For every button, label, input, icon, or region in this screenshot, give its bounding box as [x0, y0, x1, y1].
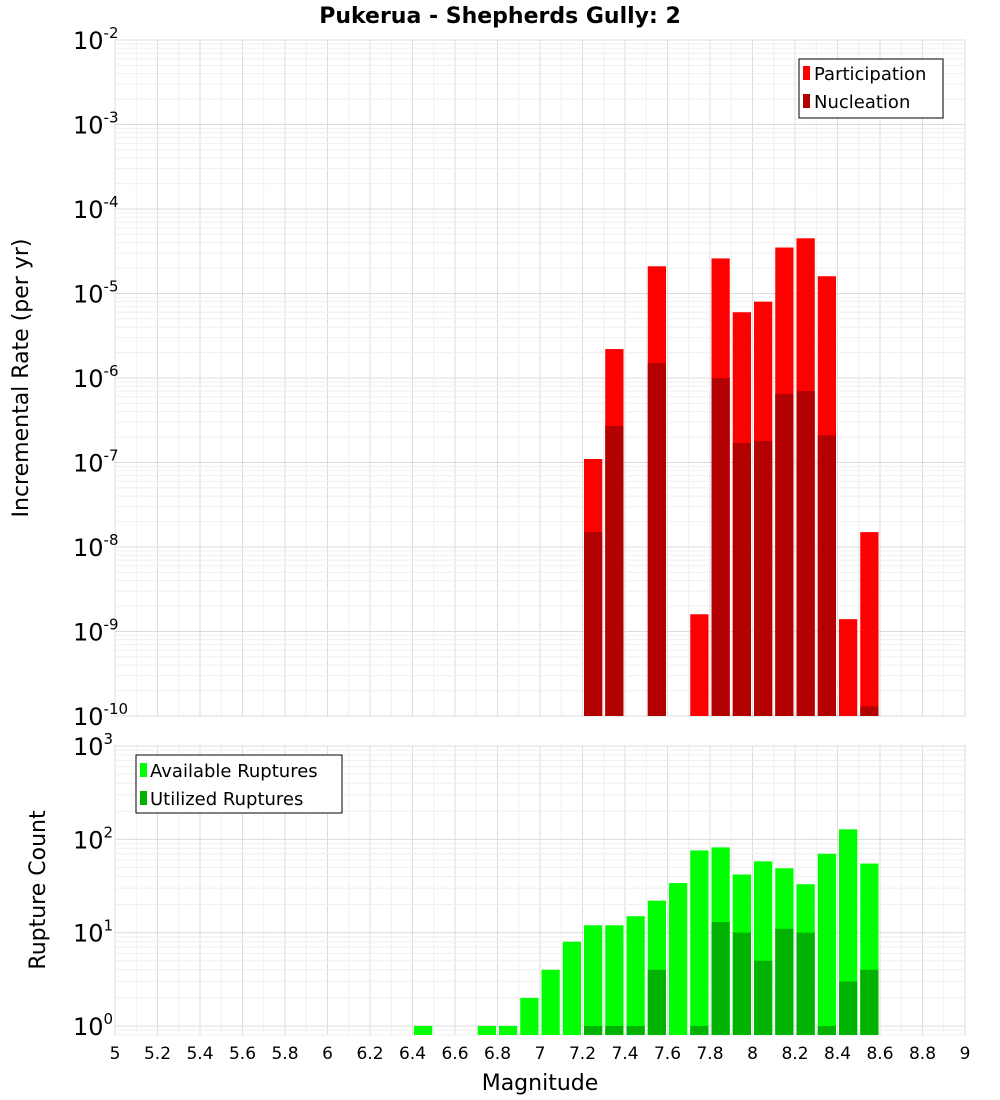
rate-1-bar [860, 706, 879, 716]
x-tick-label: 5 [110, 1044, 121, 1064]
count-1-bar [584, 1025, 603, 1035]
y-tick-label: 10-7 [73, 447, 119, 478]
bottom-legend: Available Ruptures Utilized Ruptures [135, 754, 343, 814]
x-tick-label: 9 [960, 1044, 971, 1064]
y-tick-label: 10-5 [73, 278, 119, 309]
x-tick-label: 8.8 [909, 1044, 936, 1064]
y-tick-label: 10-10 [73, 700, 128, 731]
count-0-bar [669, 883, 688, 1035]
y-tick-label: 10-9 [73, 616, 119, 647]
x-tick-label: 8.6 [866, 1044, 893, 1064]
x-tick-label: 8.4 [824, 1044, 851, 1064]
rate-0-bar [860, 532, 879, 716]
rate-1-bar [732, 443, 751, 716]
count-0-bar [541, 969, 560, 1035]
x-tick-label: 5.8 [271, 1044, 298, 1064]
count-1-bar [626, 1025, 645, 1035]
chart-title: Pukerua - Shepherds Gully: 2 [319, 4, 681, 29]
x-tick-label: 7 [535, 1044, 546, 1064]
x-tick-labels: 5 5.2 5.4 5.6 5.8 6 6.2 6.4 6.6 6.8 7 7.2 7.4 7.6 7.8 8… [110, 1044, 971, 1064]
top-bars [584, 238, 879, 717]
top-y-tick-labels: 10-10 10-9 10-8 10-7 10-6 10-5 10-4 10-3 10-2 [73, 24, 128, 731]
bottom-y-tick-labels: 100 101 102 103 [73, 730, 113, 1041]
rate-1-bar [711, 378, 730, 716]
legend-nucleation-swatch [803, 94, 810, 108]
x-tick-label: 8 [747, 1044, 758, 1064]
count-0-bar [520, 997, 539, 1035]
x-tick-label: 6 [322, 1044, 333, 1064]
count-1-bar [605, 1025, 624, 1035]
bottom-y-axis-label: Rupture Count [26, 810, 51, 970]
x-tick-label: 5.4 [186, 1044, 213, 1064]
count-1-bar [817, 1025, 836, 1035]
count-0-bar [605, 925, 624, 1035]
top-legend: Participation Nucleation [798, 58, 944, 119]
y-tick-label: 10-6 [73, 362, 119, 393]
y-tick-label: 100 [73, 1010, 113, 1041]
y-tick-label: 10-8 [73, 531, 119, 562]
legend-available-ruptures-label: Available Ruptures [150, 761, 318, 782]
y-tick-label: 103 [73, 730, 113, 761]
count-0-bar [817, 853, 836, 1035]
top-y-axis-label: Incremental Rate (per yr) [9, 239, 34, 518]
count-0-bar [626, 916, 645, 1035]
top-plot: 10-10 10-9 10-8 10-7 10-6 10-5 10-4 10-3 10-2 In… [9, 24, 966, 731]
count-0-bar [477, 1025, 496, 1035]
bottom-legend-box [135, 754, 343, 814]
x-tick-label: 7.2 [569, 1044, 596, 1064]
count-1-bar [839, 981, 858, 1035]
rate-1-bar [817, 435, 836, 716]
rate-1-bar [584, 532, 603, 716]
bottom-plot: 100 101 102 103 5 5.2 5.4 5.6 5.8 6 6.2 6.4 6.6 6.8 7… [26, 730, 970, 1096]
y-tick-label: 10-4 [73, 193, 119, 224]
x-tick-label: 5.6 [229, 1044, 256, 1064]
y-tick-label: 102 [73, 823, 113, 854]
count-0-bar [562, 941, 581, 1035]
count-1-bar [711, 922, 730, 1035]
x-tick-label: 7.4 [611, 1044, 638, 1064]
x-tick-label: 7.6 [654, 1044, 681, 1064]
top-gridlines [114, 39, 966, 717]
legend-participation-label: Participation [814, 64, 926, 85]
rate-0-bar [690, 614, 709, 716]
rate-1-bar [796, 391, 815, 716]
rate-1-bar [754, 440, 773, 716]
y-tick-label: 101 [73, 917, 113, 948]
y-tick-label: 10-2 [73, 24, 119, 55]
legend-available-ruptures-swatch [140, 763, 147, 777]
rate-1-bar [647, 363, 666, 716]
count-1-bar [796, 932, 815, 1035]
count-1-bar [754, 960, 773, 1035]
top-legend-box [798, 58, 944, 119]
x-tick-label: 6.4 [399, 1044, 426, 1064]
x-tick-label: 5.2 [144, 1044, 171, 1064]
x-tick-label: 6.8 [484, 1044, 511, 1064]
x-tick-label: 7.8 [696, 1044, 723, 1064]
x-tick-label: 6.2 [356, 1044, 383, 1064]
bottom-bars [414, 829, 879, 1035]
legend-utilized-ruptures-swatch [140, 791, 147, 805]
count-0-bar [499, 1025, 518, 1035]
x-axis-label: Magnitude [482, 1071, 599, 1096]
rate-1-bar [605, 426, 624, 716]
y-tick-label: 10-3 [73, 109, 119, 140]
rate-0-bar [839, 619, 858, 716]
count-1-bar [775, 928, 794, 1035]
legend-nucleation-label: Nucleation [814, 92, 910, 113]
rate-1-bar [775, 393, 794, 716]
count-1-bar [732, 932, 751, 1035]
legend-participation-swatch [803, 66, 810, 80]
legend-utilized-ruptures-label: Utilized Ruptures [150, 789, 303, 810]
count-1-bar [860, 969, 879, 1035]
count-1-bar [690, 1025, 709, 1035]
count-0-bar [690, 850, 709, 1035]
count-1-bar [647, 969, 666, 1035]
count-0-bar [584, 925, 603, 1035]
count-0-bar [414, 1025, 433, 1035]
x-tick-label: 6.6 [441, 1044, 468, 1064]
x-tick-label: 8.2 [781, 1044, 808, 1064]
